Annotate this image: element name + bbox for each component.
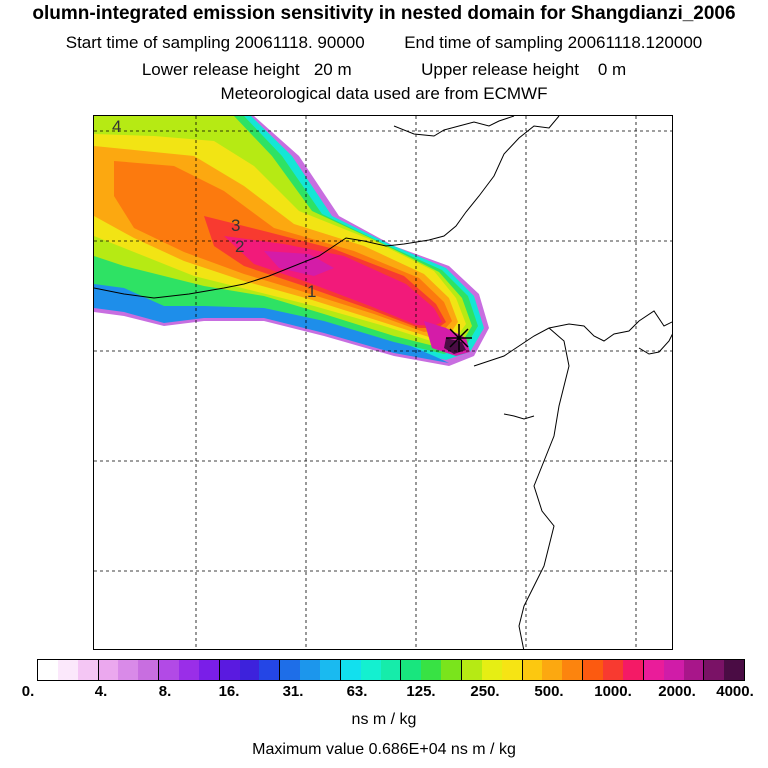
plot-title: olumn-integrated emission sensitivity in… (32, 3, 736, 24)
color-scale-tick-label: 125. (406, 683, 436, 700)
color-scale-cell (582, 660, 604, 680)
color-scale-cell (683, 660, 704, 680)
sensitivity-plume (94, 116, 489, 366)
start-time-value: 20061118. 90000 (234, 33, 365, 52)
color-scale-tick-label: 63. (346, 683, 368, 700)
color-scale-cell (703, 660, 725, 680)
color-scale-cell (97, 660, 119, 680)
color-scale-cell (320, 660, 340, 680)
color-scale-cell (400, 660, 422, 680)
color-scale-cell (38, 660, 58, 680)
sampling-times: Start time of sampling 20061118. 90000 E… (0, 33, 768, 53)
color-scale-cell (77, 660, 98, 680)
color-scale-cell (622, 660, 643, 680)
color-scale-cell (360, 660, 381, 680)
release-heights: Lower release height 20 m Upper release … (0, 60, 768, 80)
color-scale-tick-label: 1000. (594, 683, 632, 700)
color-scale-cell (198, 660, 219, 680)
color-scale-cell (724, 660, 745, 680)
receptor-cross-icon (446, 324, 472, 352)
start-time-label: Start time of sampling (65, 33, 231, 52)
color-scale-cell (663, 660, 684, 680)
lower-height-label: Lower release height (141, 60, 300, 79)
color-scale-cell (259, 660, 280, 680)
coastlines (94, 116, 672, 649)
color-scale-cell (57, 660, 78, 680)
plume-purple-core (444, 338, 466, 354)
color-scale-cell (421, 660, 442, 680)
color-scale-cell (521, 660, 543, 680)
color-scale-cell (158, 660, 180, 680)
lat-lon-grid (94, 116, 672, 649)
end-time-label: End time of sampling (404, 33, 563, 52)
lower-height-value: 20 m (313, 60, 352, 79)
color-scale-ticks: 0. 4. 8. 16. 31. 63. 125. 250. 500. 1000. 2000. 400… (0, 683, 768, 703)
color-scale-cell (279, 660, 301, 680)
maximum-value-label: Maximum value 0.686E+04 ns m / kg (252, 741, 516, 758)
contour-label-1: 1 (307, 282, 316, 301)
color-scale-cell (542, 660, 563, 680)
color-scale-cell (603, 660, 623, 680)
color-scale-tick-label: 500. (534, 683, 564, 700)
color-scale-cell (481, 660, 502, 680)
color-scale-cell (239, 660, 260, 680)
color-scale-tick-label: 4. (94, 683, 108, 700)
color-scale-tick-label: 250. (470, 683, 500, 700)
color-scale-cell (218, 660, 240, 680)
color-scale-cell (642, 660, 664, 680)
color-scale-cell (501, 660, 522, 680)
color-scale-tick-label: 0. (21, 683, 35, 700)
color-scale-cell (461, 660, 482, 680)
end-time-value: 20061118.120000 (567, 33, 703, 52)
color-scale-cell (339, 660, 361, 680)
color-scale-tick-label: 8. (158, 683, 172, 700)
color-scale-cell (179, 660, 199, 680)
color-scale-cell (380, 660, 401, 680)
met-data-line: Meteorological data used are from ECMWF (220, 84, 548, 103)
color-scale-tick-label: 16. (218, 683, 240, 700)
color-scale-tick-label: 2000. (658, 683, 696, 700)
color-scale-cell (300, 660, 321, 680)
contour-label-2: 2 (235, 237, 244, 256)
upper-height-value: 0 m (597, 60, 627, 79)
contour-label-3: 3 (231, 216, 240, 235)
color-scale-bar (37, 659, 745, 681)
color-scale-cell (562, 660, 583, 680)
color-scale-tick-label: 4000. (716, 683, 754, 700)
color-scale-cell (441, 660, 462, 680)
color-scale-units: ns m / kg (351, 711, 417, 728)
color-scale-cell (138, 660, 159, 680)
color-scale-tick-label: 31. (282, 683, 304, 700)
upper-height-label: Upper release height (421, 60, 579, 79)
contour-label-4: 4 (112, 117, 121, 136)
emission-sensitivity-map: 4 3 2 1 (94, 116, 672, 649)
color-scale-cell (118, 660, 139, 680)
map-panel: 4 3 2 1 (93, 115, 673, 650)
